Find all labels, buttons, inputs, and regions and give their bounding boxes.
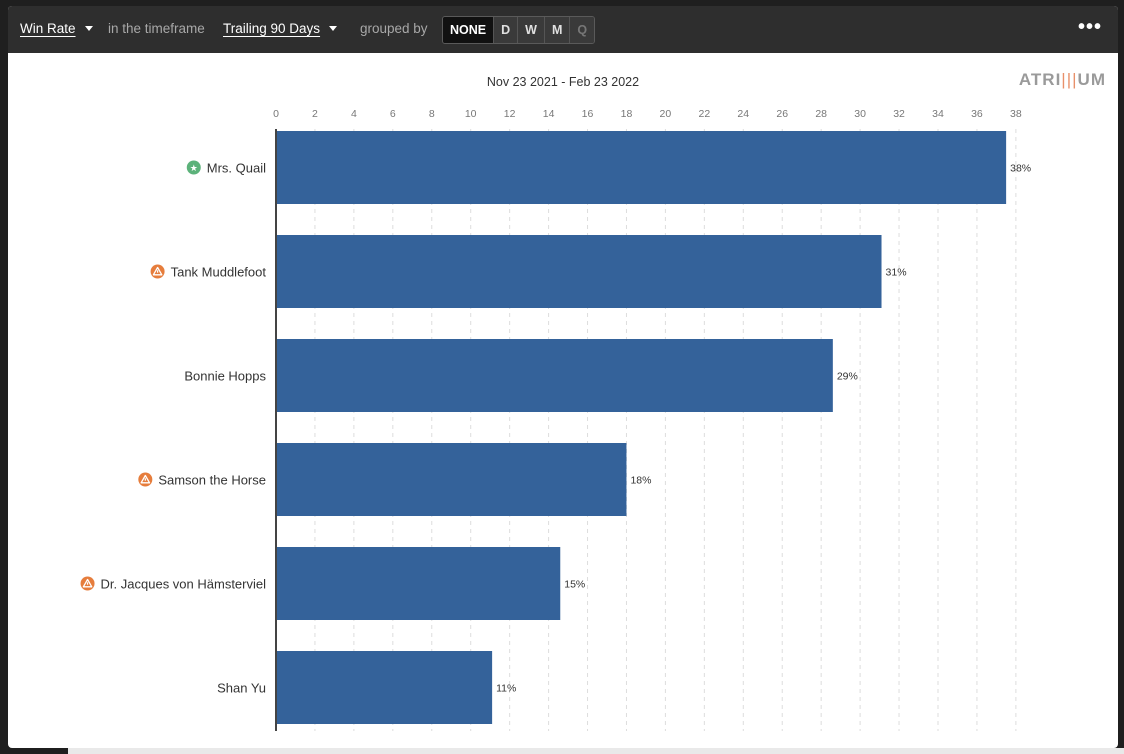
x-tick-label: 32 (893, 108, 905, 120)
timeframe-label: Trailing 90 Days (223, 21, 321, 36)
category-label: Tank Muddlefoot (171, 265, 267, 280)
group-by-selector: NONE D W M Q (442, 16, 596, 44)
star-icon (186, 160, 201, 175)
category-label: Dr. Jacques von Hämsterviel (101, 577, 267, 592)
x-tick-label: 34 (932, 108, 944, 120)
bar (276, 131, 1007, 204)
x-tick-label: 26 (776, 108, 788, 120)
x-tick-label: 0 (273, 108, 279, 120)
x-tick-label: 38 (1010, 108, 1022, 120)
x-tick-label: 12 (504, 108, 516, 120)
bottom-strip (68, 748, 1124, 754)
group-none-button[interactable]: NONE (443, 17, 495, 43)
category-label: Bonnie Hopps (184, 369, 266, 384)
timeframe-caret-icon (329, 26, 338, 31)
group-week-button[interactable]: W (518, 17, 545, 43)
warning-glyph (140, 474, 151, 484)
chart-title: Nov 23 2021 - Feb 23 2022 (486, 75, 640, 89)
metric-label: Win Rate (20, 21, 76, 36)
bar (276, 547, 561, 620)
bar-data-label: 38% (1010, 163, 1031, 175)
atrium-logo: ATRI|||UM (1018, 70, 1106, 89)
warning-glyph (152, 266, 163, 276)
bar (276, 235, 882, 308)
x-tick-label: 8 (429, 108, 435, 120)
star-glyph: ★ (190, 163, 198, 173)
x-tick-label: 20 (660, 108, 672, 120)
grouped-prefix: grouped by (360, 21, 428, 36)
bar-data-label: 18% (630, 475, 651, 487)
x-tick-label: 28 (815, 108, 827, 120)
x-tick-label: 6 (390, 108, 396, 120)
category-label: Mrs. Quail (207, 161, 266, 176)
bar-data-label: 29% (837, 371, 858, 383)
x-tick-label: 14 (543, 108, 555, 120)
toolbar: Win Rate in the timeframe Trailing 90 Da… (8, 6, 1118, 53)
bar-data-label: 11% (496, 683, 516, 695)
bar (276, 443, 627, 516)
bar (276, 339, 833, 412)
category-label: Samson the Horse (158, 473, 266, 488)
category-label: Shan Yu (217, 681, 266, 696)
group-month-button[interactable]: M (544, 17, 571, 43)
bar-data-label: 15% (564, 579, 585, 591)
bar-chart: 0 2 4 6 8 10 12 14 16 18 20 22 24 26 28 30 32 34 36 3838%Mr… (80, 108, 1031, 731)
x-tick-label: 24 (737, 108, 749, 120)
metric-caret-icon (84, 26, 93, 31)
x-tick-label: 36 (971, 108, 983, 120)
x-tick-label: 16 (582, 108, 594, 120)
x-tick-label: 22 (698, 108, 710, 120)
x-tick-label: 30 (854, 108, 866, 120)
chart-frame: Win Rate in the timeframe Trailing 90 Da… (8, 6, 1118, 748)
metric-dropdown[interactable]: Win Rate (20, 21, 93, 36)
x-tick-label: 2 (312, 108, 318, 120)
group-quarter-button[interactable]: Q (570, 17, 595, 43)
x-tick-label: 4 (351, 108, 357, 120)
timeframe-dropdown[interactable]: Trailing 90 Days (223, 21, 338, 36)
warning-glyph (82, 578, 93, 588)
bar (276, 651, 493, 724)
x-tick-label: 10 (465, 108, 477, 120)
timeframe-prefix: in the timeframe (108, 21, 205, 36)
more-options-icon[interactable]: ••• (1077, 16, 1102, 38)
group-day-button[interactable]: D (494, 17, 519, 43)
x-tick-label: 18 (621, 108, 633, 120)
bar-data-label: 31% (886, 267, 907, 279)
